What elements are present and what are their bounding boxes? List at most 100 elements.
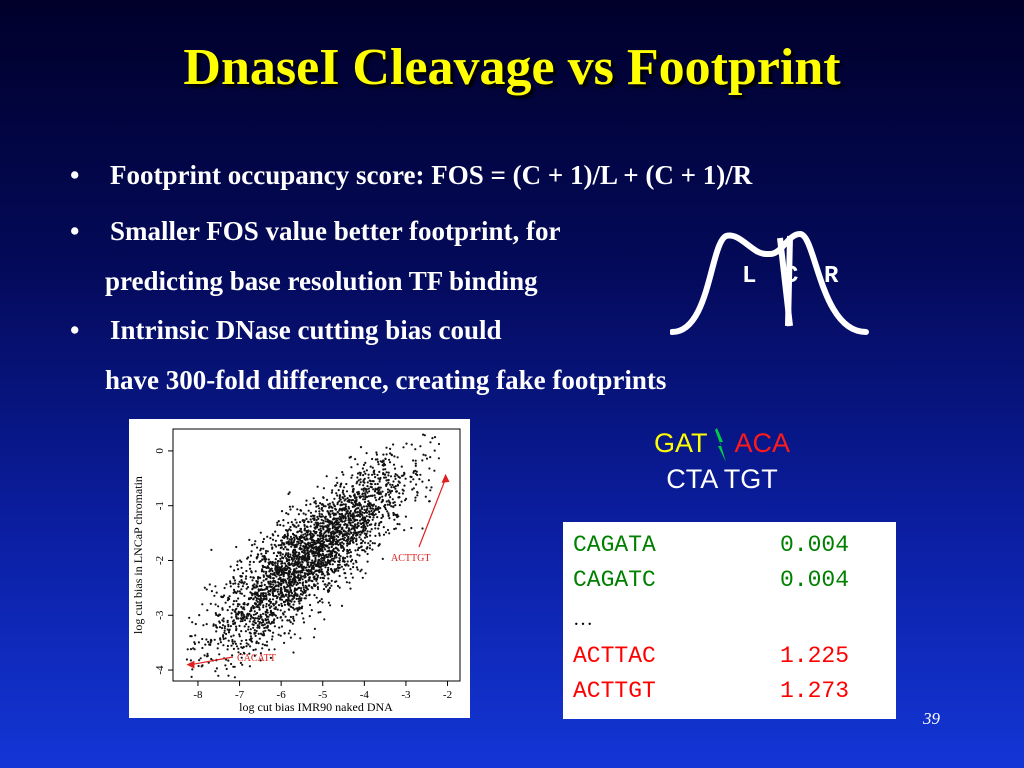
scatter-point [323, 618, 326, 621]
scatter-point [338, 494, 342, 497]
scatter-point [285, 542, 288, 545]
scatter-point [322, 533, 325, 537]
scatter-point [302, 533, 305, 536]
scatter-point [319, 611, 322, 614]
scatter-point [370, 486, 373, 489]
scatter-point [290, 594, 293, 597]
scatter-point [378, 498, 381, 501]
scatter-point [339, 485, 342, 488]
scatter-point [393, 501, 396, 504]
scatter-point [241, 619, 244, 623]
scatter-point [374, 534, 377, 537]
scatter-point [317, 528, 320, 531]
scatter-point [323, 559, 326, 562]
scatter-point [412, 459, 415, 462]
scatter-point [350, 499, 353, 502]
scatter-point [262, 537, 265, 541]
scatter-point [339, 543, 342, 546]
scatter-point [215, 630, 218, 633]
scatter-point [359, 533, 362, 536]
scatter-point [260, 552, 263, 555]
scatter-point [382, 526, 385, 529]
scatter-point [207, 661, 210, 664]
sequence-complement: CTA TGT [666, 464, 778, 494]
scatter-point [237, 651, 240, 654]
scatter-point [348, 548, 351, 551]
scatter-point [318, 515, 321, 518]
scatter-point [333, 560, 336, 563]
scatter-point [254, 634, 257, 637]
scatter-point [312, 567, 315, 571]
scatter-point [299, 571, 302, 574]
scatter-point [336, 494, 339, 497]
scatter-point [296, 537, 299, 541]
scatter-point [301, 584, 305, 587]
scatter-point [236, 605, 239, 608]
scatter-point [280, 560, 284, 563]
scatter-point [303, 549, 306, 552]
scatter-point [369, 507, 372, 510]
scatter-point [301, 571, 304, 574]
scatter-point [272, 621, 275, 624]
scatter-point [322, 487, 325, 490]
scatter-point [262, 633, 266, 637]
scatter-point [343, 536, 346, 539]
scatter-point [378, 532, 381, 535]
scatter-point [324, 544, 327, 547]
scatter-point [349, 521, 352, 524]
scatter-point [291, 505, 294, 508]
scatter-point [359, 473, 362, 477]
scatter-point [262, 604, 265, 607]
scatter-point [392, 505, 395, 509]
scatter-point [265, 644, 269, 647]
scatter-point [235, 545, 238, 549]
scatter-point [295, 567, 298, 570]
scatter-point [344, 503, 347, 506]
scatter-point [332, 557, 335, 560]
scatter-point [277, 520, 280, 523]
scatter-point [317, 550, 320, 553]
scatter-point [226, 648, 229, 651]
scatter-point [361, 549, 364, 552]
scatter-point [256, 600, 259, 603]
scatter-point [374, 522, 377, 525]
x-axis-label: log cut bias IMR90 naked DNA [239, 700, 393, 714]
bias-scatter-plot: -8 -7 -6 -5 -4 -3 -2 0 -1 -2 -3 -4 log cut bias IM… [129, 419, 470, 718]
scatter-point [301, 568, 304, 571]
scatter-point [372, 503, 375, 506]
scatter-point [247, 625, 250, 628]
scatter-point [306, 538, 309, 541]
scatter-point [292, 617, 295, 620]
scatter-point [343, 557, 347, 560]
scatter-point [300, 547, 303, 551]
scatter-point [318, 599, 321, 603]
scatter-point [206, 609, 209, 612]
scatter-point [268, 648, 271, 651]
scatter-point [421, 527, 424, 530]
scatter-point [322, 519, 325, 522]
scatter-point [312, 517, 315, 520]
scatter-point [253, 629, 256, 632]
scatter-point [342, 503, 345, 506]
scatter-point [342, 489, 345, 492]
scatter-point [358, 536, 361, 539]
scatter-point [245, 639, 248, 642]
scatter-point [283, 572, 286, 575]
scatter-point [313, 514, 316, 517]
scatter-point [337, 569, 340, 572]
scatter-point [265, 614, 268, 617]
scatter-point [274, 594, 277, 597]
scatter-point [339, 483, 342, 486]
scatter-point [245, 575, 248, 578]
scatter-point [339, 498, 342, 501]
scatter-point [256, 585, 259, 588]
scatter-point [236, 560, 239, 563]
scatter-point [190, 675, 193, 678]
annotation-label: CACATT [237, 653, 276, 664]
scatter-point [190, 635, 193, 638]
scatter-point [263, 623, 266, 626]
scatter-point [302, 621, 306, 624]
scatter-point [269, 598, 272, 601]
scatter-point [362, 530, 365, 533]
scatter-point [398, 504, 401, 507]
